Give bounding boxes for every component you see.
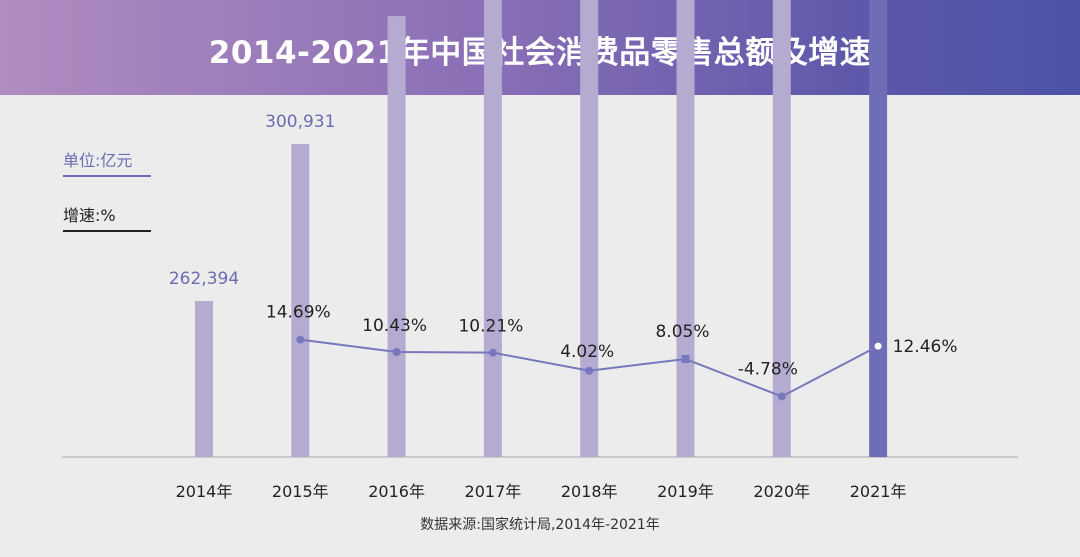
- rate-marker-2: [392, 348, 401, 357]
- x-tick-label-4: 2018年: [561, 482, 618, 501]
- rate-label-1: 14.69%: [266, 303, 331, 323]
- rate-marker-5: [681, 354, 690, 363]
- rate-marker-6: [777, 392, 786, 401]
- rate-label-3: 10.21%: [458, 317, 523, 337]
- x-tick-label-5: 2019年: [657, 482, 714, 501]
- x-tick-label-7: 2021年: [850, 482, 907, 501]
- rate-marker-7: [874, 342, 882, 350]
- bar-3: [483, 0, 502, 458]
- data-source: 数据来源:国家统计局,2014年-2021年: [420, 517, 660, 533]
- bar-5: [676, 0, 695, 457]
- bar-4: [580, 0, 599, 458]
- rate-marker-1: [296, 335, 305, 344]
- x-tick-label-3: 2017年: [465, 482, 522, 501]
- bar-7: [869, 0, 888, 457]
- rate-label-5: 8.05%: [655, 322, 709, 342]
- bar-2: [387, 16, 406, 457]
- rate-marker-3: [488, 348, 497, 357]
- bar-0: [195, 301, 213, 457]
- rate-marker-4: [585, 366, 594, 375]
- rate-label-2: 10.43%: [362, 316, 427, 336]
- x-tick-label-0: 2014年: [176, 482, 233, 501]
- rate-label-6: -4.78%: [738, 359, 798, 379]
- legend-unit: 单位:亿元: [63, 147, 151, 177]
- x-tick-label-6: 2020年: [753, 482, 810, 501]
- bar-value-label-0: 262,394: [169, 269, 239, 289]
- bar-6: [772, 0, 791, 457]
- title-banner: 2014-2021年中国社会消费品零售总额及增速: [0, 0, 1080, 95]
- chart-title: 2014-2021年中国社会消费品零售总额及增速: [208, 35, 872, 71]
- bar-1: [291, 144, 310, 457]
- bar-value-label-1: 300,931: [265, 112, 335, 132]
- legend-rate: 增速:%: [63, 202, 151, 232]
- x-tick-label-2: 2016年: [368, 482, 425, 501]
- rate-label-7: 12.46%: [893, 337, 958, 357]
- bar-value-label-2: 332,316: [361, 0, 431, 4]
- x-tick-label-1: 2015年: [272, 482, 329, 501]
- rate-label-4: 4.02%: [560, 342, 614, 362]
